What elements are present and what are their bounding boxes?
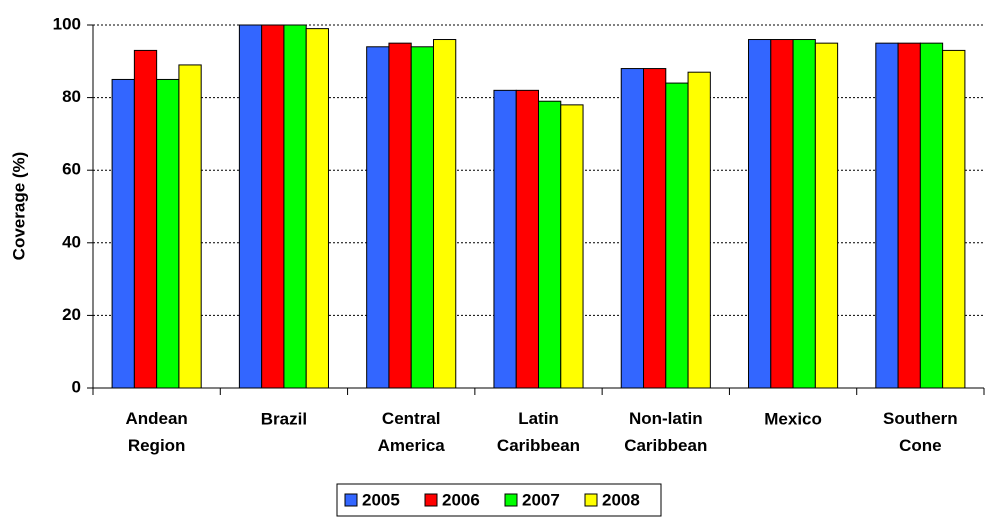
bar (814, 42, 839, 389)
y-tick-label: 20 (62, 305, 81, 324)
bar (875, 42, 899, 389)
bar (178, 64, 202, 389)
x-tick-label: Mexico (764, 409, 822, 428)
bar (560, 104, 584, 389)
x-tick-label: Central America (378, 409, 446, 455)
x-tick-label: Andean Region (125, 409, 187, 455)
bar (133, 49, 158, 389)
bar (366, 46, 390, 389)
bar (538, 100, 562, 389)
bar (111, 78, 135, 389)
bar (238, 24, 263, 389)
bar (388, 42, 412, 389)
legend-label: 2005 (362, 490, 400, 509)
y-tick-label: 40 (62, 232, 81, 251)
y-axis-label: Coverage (%) (9, 152, 28, 261)
legend-box (336, 483, 662, 517)
bar (748, 39, 772, 389)
bar (942, 49, 966, 389)
y-tick-label: 0 (72, 377, 81, 396)
y-tick-label: 80 (62, 87, 81, 106)
legend-label: 2008 (602, 490, 640, 509)
bar (643, 68, 667, 389)
bar (919, 42, 944, 389)
bar (792, 39, 816, 389)
bar (515, 89, 539, 389)
bar (770, 39, 794, 389)
bar (493, 89, 517, 389)
bar (432, 39, 457, 389)
y-tick-label: 100 (53, 14, 81, 33)
legend-swatch (424, 493, 438, 507)
legend-swatch (584, 493, 598, 507)
bar (261, 24, 285, 389)
x-tick-label: Latin Caribbean (497, 409, 580, 455)
bar (156, 78, 180, 389)
legend-label: 2006 (442, 490, 480, 509)
bar (687, 71, 711, 389)
x-tick-label: Non-latin Caribbean (624, 409, 707, 455)
bar (665, 82, 689, 389)
legend-label: 2007 (522, 490, 560, 509)
legend-swatch (344, 493, 358, 507)
bar (410, 46, 434, 389)
y-tick-label: 60 (62, 160, 81, 179)
bar (620, 68, 645, 389)
bar (305, 28, 329, 389)
bar (283, 24, 307, 389)
x-tick-label: Brazil (261, 409, 307, 428)
bar (897, 42, 921, 389)
x-tick-label: Southern Cone (883, 409, 958, 455)
legend-swatch (504, 493, 518, 507)
